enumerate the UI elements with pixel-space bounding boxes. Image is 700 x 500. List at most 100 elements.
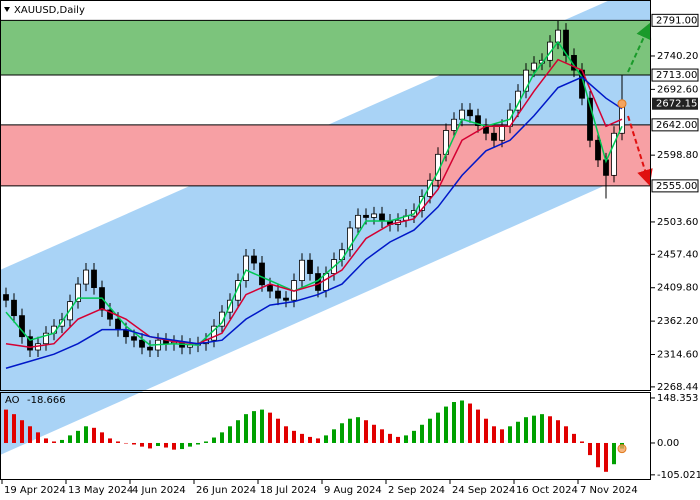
moving-average <box>5 58 623 348</box>
main-frame <box>0 0 651 391</box>
ao-bar <box>580 441 584 443</box>
ao-bar <box>492 426 496 443</box>
ao-bar <box>244 414 248 443</box>
y-tick-label: 2740.20 <box>657 51 698 62</box>
ao-bar <box>172 442 176 450</box>
ao-bar <box>396 436 400 443</box>
x-tick-label: 18 Jul 2024 <box>260 485 317 496</box>
ao-bar <box>268 412 272 443</box>
candle-body <box>3 294 9 301</box>
ao-bar <box>252 411 256 443</box>
ao-bar <box>332 429 336 443</box>
ao-bar <box>348 418 352 443</box>
chart-title: XAUUSD,Daily <box>14 5 85 16</box>
candle-body <box>83 269 89 285</box>
ao-bar <box>452 402 456 443</box>
candle-body <box>219 311 225 327</box>
ao-bar <box>212 437 216 443</box>
ao-bar <box>532 415 536 443</box>
ao-bar <box>76 430 80 443</box>
ao-bar <box>428 418 432 443</box>
forecast-arrow-up <box>627 22 652 73</box>
ao-bar <box>156 442 160 447</box>
ao-bar <box>484 418 488 443</box>
candle-body <box>59 319 65 327</box>
ao-bar <box>476 409 480 443</box>
ao-bar <box>564 426 568 443</box>
x-tick-label: 19 Apr 2024 <box>4 485 66 496</box>
candle-body <box>587 97 593 141</box>
candle-body <box>531 62 537 71</box>
candle-body <box>235 280 241 301</box>
level-box <box>651 118 699 132</box>
ao-bar <box>508 426 512 443</box>
level-label: 2791.00 <box>656 15 697 26</box>
ao-bar <box>228 426 232 443</box>
ao-bar <box>612 442 616 465</box>
ao-bar <box>300 433 304 443</box>
ao-bar <box>44 438 48 443</box>
x-tick-label: 16 Oct 2024 <box>516 485 578 496</box>
ao-bar <box>60 439 64 443</box>
ao-bar <box>500 429 504 443</box>
candle-body <box>523 69 529 92</box>
level-label: 2642.00 <box>656 120 697 131</box>
ao-bar <box>340 423 344 443</box>
ao-bar <box>324 435 328 443</box>
ao-bar <box>4 409 8 443</box>
ao-bar <box>236 420 240 443</box>
ao-bar <box>444 406 448 443</box>
ao-bar <box>292 430 296 443</box>
ao-bar <box>100 432 104 443</box>
candle-body <box>19 315 25 338</box>
forecast-arrow-down <box>627 115 653 186</box>
trend-channel <box>0 0 651 455</box>
candle-body <box>555 29 561 43</box>
x-tick-label: 7 Nov 2024 <box>580 485 638 496</box>
candle-body <box>499 125 505 141</box>
ao-bar <box>372 424 376 443</box>
ao-bar <box>308 436 312 443</box>
candle-body <box>611 132 617 176</box>
zone <box>0 124 651 186</box>
ao-bar <box>180 442 184 450</box>
ao-bar <box>596 442 600 468</box>
ao-bar <box>164 442 168 448</box>
level-label: 2713.00 <box>656 70 697 81</box>
x-tick-label: 24 Sep 2024 <box>452 485 515 496</box>
ao-bar <box>364 420 368 443</box>
ao-bar <box>12 414 16 443</box>
y-tick-label: 0.00 <box>657 438 679 449</box>
ao-bar <box>468 403 472 443</box>
ao-bar <box>276 418 280 443</box>
candle-body <box>75 283 81 303</box>
ao-bar <box>284 426 288 443</box>
candle-body <box>467 109 473 117</box>
y-tick-label: 2268.44 <box>657 382 698 393</box>
ao-bar <box>516 421 520 443</box>
candle-body <box>563 29 569 56</box>
current-price-label: 2672.15 <box>656 99 697 110</box>
candle-body <box>259 262 265 286</box>
ao-bar <box>356 417 360 443</box>
ao-bar <box>420 424 424 443</box>
x-tick-label: 13 May 2024 <box>68 485 133 496</box>
level-label: 2555.00 <box>656 181 697 192</box>
candle-body <box>275 290 281 299</box>
ao-bar <box>108 438 112 443</box>
indicator-value: -18.666 <box>27 395 66 406</box>
y-tick-label: -105.021 <box>657 470 700 481</box>
y-tick-label: 2314.60 <box>657 350 698 361</box>
candle-body <box>363 214 369 218</box>
ao-bar <box>204 441 208 443</box>
ao-bar <box>84 426 88 443</box>
ao-bar <box>52 441 56 443</box>
ao-bar <box>220 432 224 443</box>
ao-bar <box>548 416 552 443</box>
ao-bar <box>140 442 144 447</box>
ao-bar <box>36 432 40 443</box>
ao-bar <box>412 430 416 443</box>
current-price-box <box>652 97 698 110</box>
ao-bar <box>260 409 264 443</box>
